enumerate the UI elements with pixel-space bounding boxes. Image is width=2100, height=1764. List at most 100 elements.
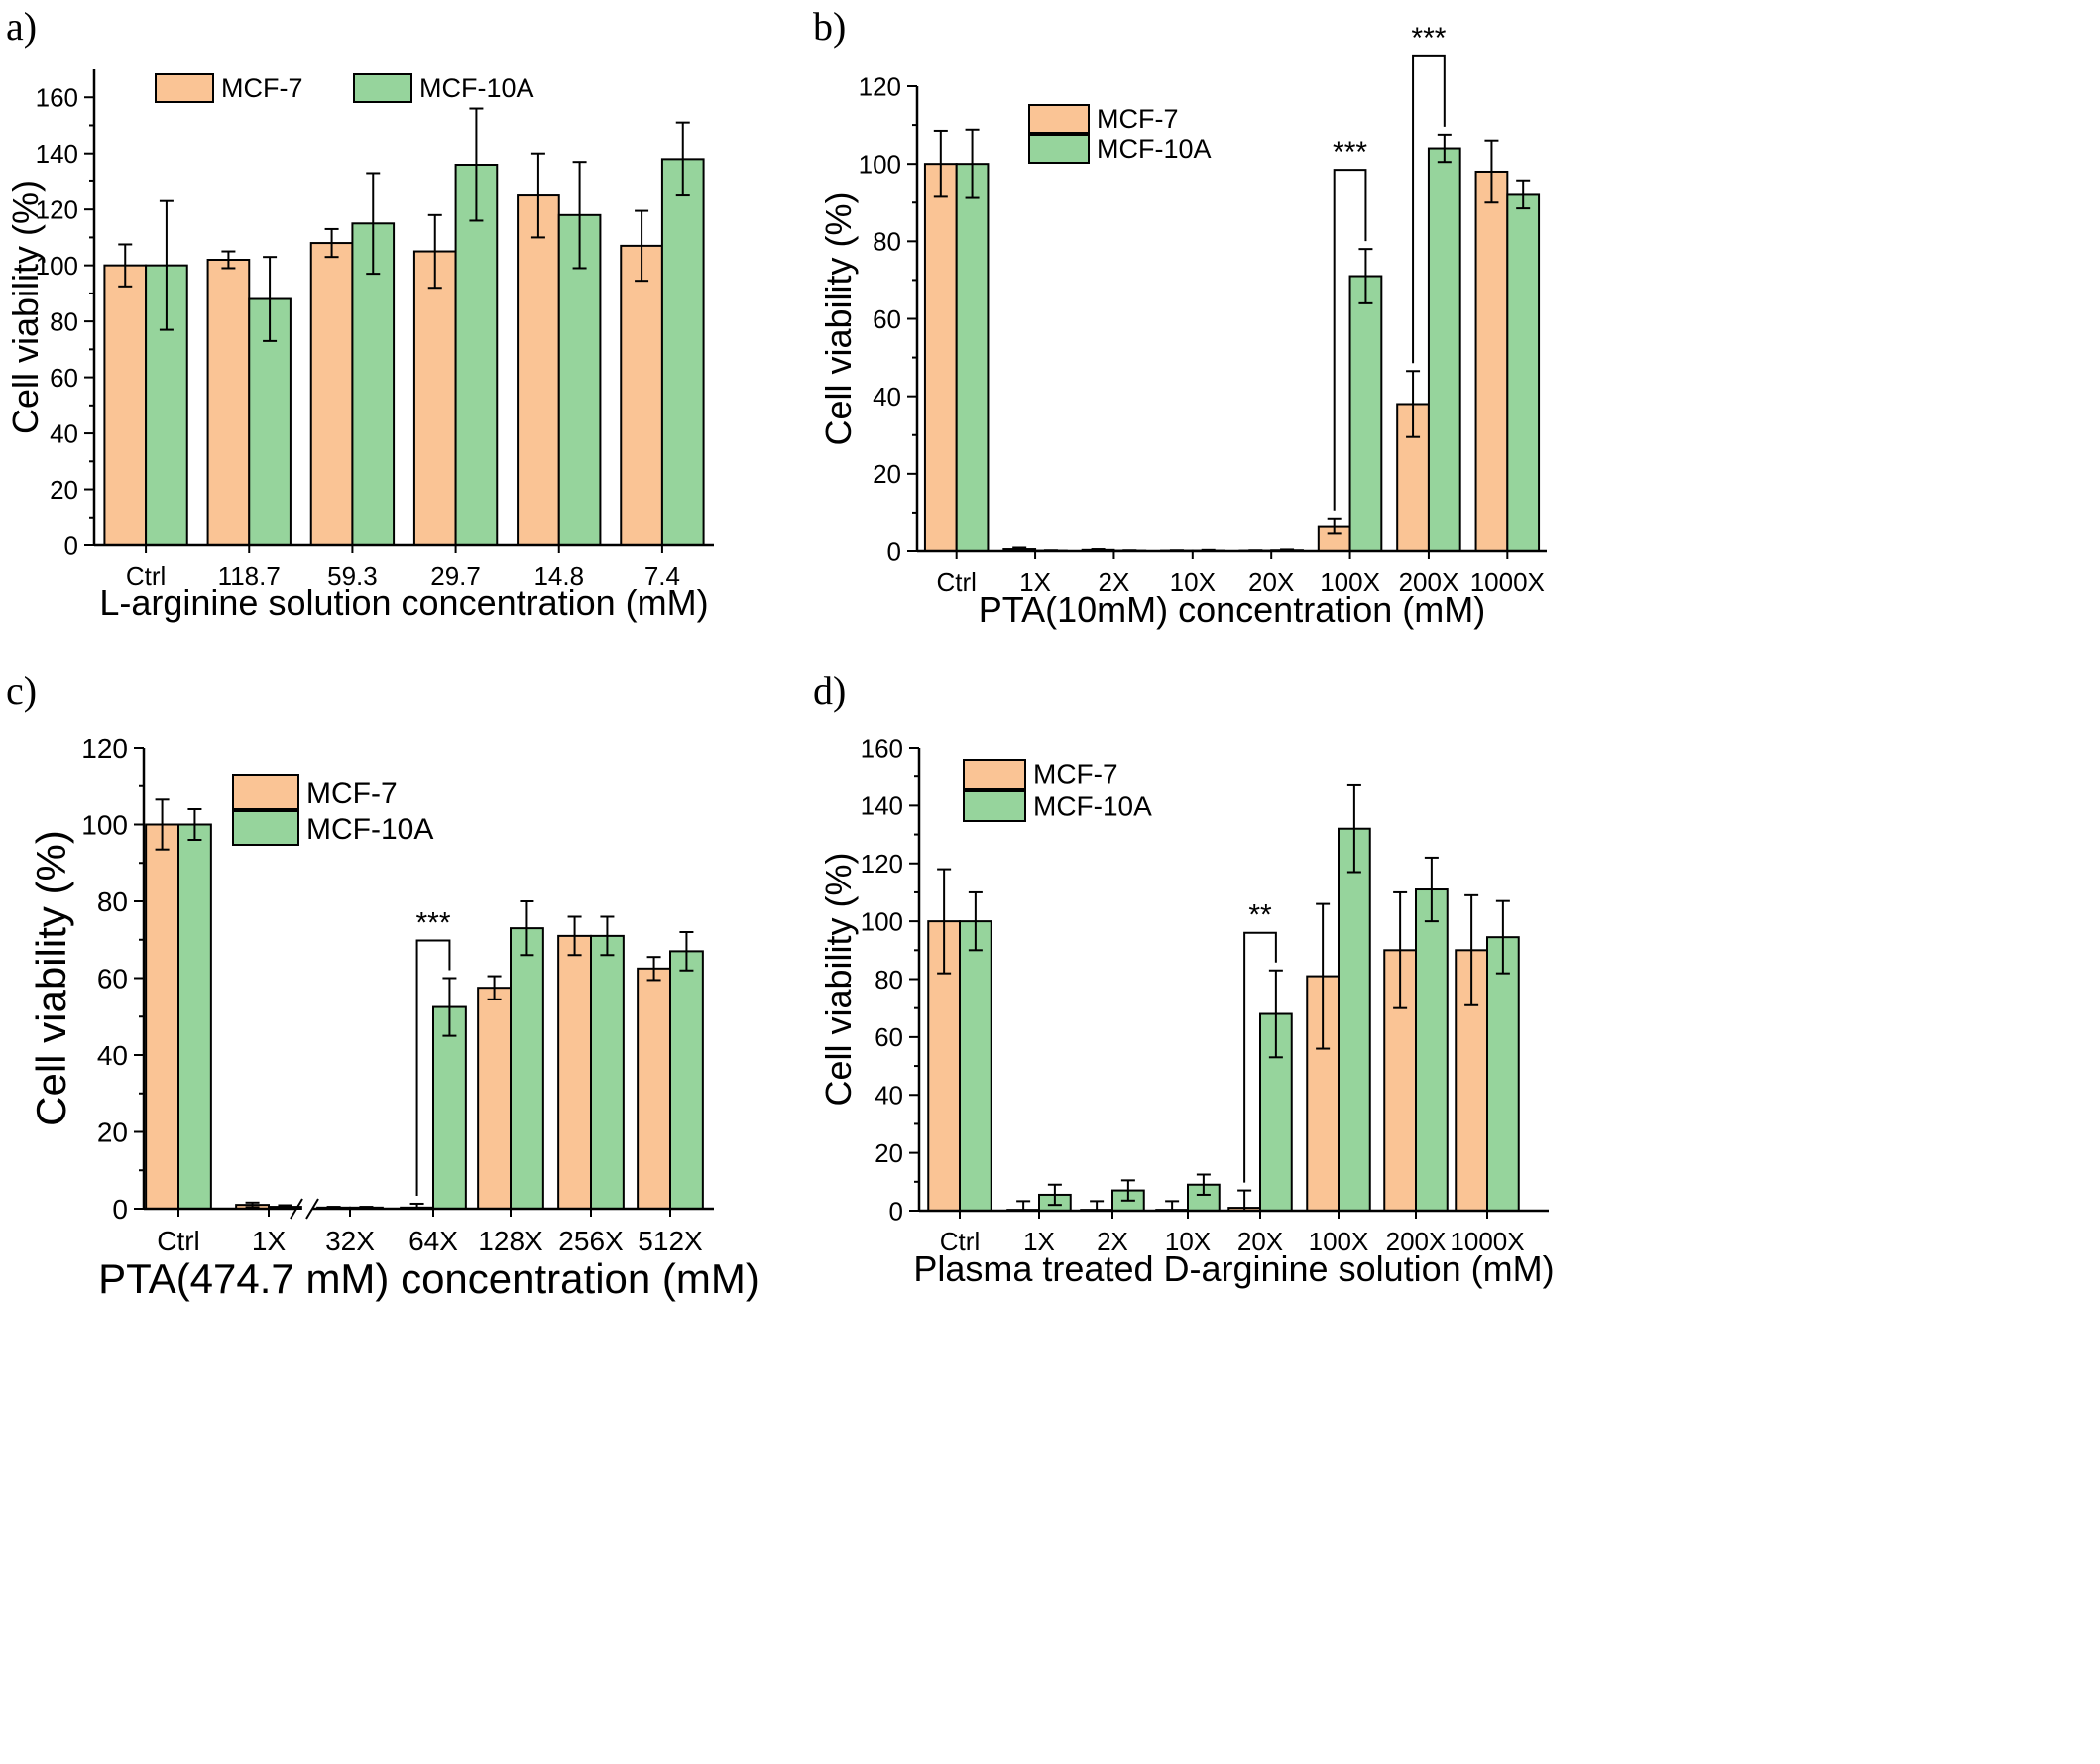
chart-panel-c: c) 0 20 40 60 80 100 120 Ctrl 1X 32X 64X 128X 256X 512… (6, 668, 759, 1302)
error-bar (530, 152, 545, 239)
x-tick-label: Ctrl (157, 1226, 200, 1256)
x-tick-label: 200X (1399, 567, 1459, 597)
error-bar (159, 199, 174, 331)
y-tick-label: 40 (875, 1081, 903, 1111)
x-tick-label: Ctrl (126, 561, 166, 591)
significance-bracket: *** (415, 907, 451, 1196)
y-axis-label: Cell viability (%) (818, 191, 859, 445)
legend-label: MCF-7 (1033, 760, 1118, 790)
error-bar (1437, 133, 1452, 164)
bar-mcf7 (206, 259, 251, 546)
error-bar (366, 172, 381, 276)
x-tick-label: Ctrl (940, 1227, 980, 1256)
error-bar (1464, 893, 1479, 1006)
x-tick-label: 14.8 (533, 561, 584, 591)
bar-mcf7 (620, 244, 663, 546)
y-axis-label: Cell viability (%) (5, 180, 46, 434)
bar-mcf7 (637, 967, 672, 1210)
legend-label: MCF-7 (221, 73, 303, 103)
bar-mcf10a (454, 164, 499, 546)
error-bar (427, 213, 442, 290)
x-tick-label: 100X (1309, 1227, 1369, 1256)
x-tick-label: 20X (1248, 567, 1294, 597)
y-tick-label: 160 (861, 733, 903, 763)
y-tick-label: 20 (873, 459, 901, 489)
y-tick-label: 20 (50, 475, 78, 505)
legend-label: MCF-10A (419, 73, 534, 103)
bar-mcf10a (1338, 827, 1371, 1212)
error-bar (487, 975, 502, 1000)
x-tick-label: 7.4 (644, 561, 680, 591)
error-bar (187, 808, 202, 841)
legend-label: MCF-10A (306, 813, 433, 846)
error-bar (1406, 370, 1421, 438)
y-tick-label: 100 (36, 251, 78, 281)
y-tick-label: 40 (97, 1040, 128, 1071)
significance-label: *** (1333, 136, 1367, 169)
significance-label: *** (1411, 22, 1446, 55)
chart-panel-a: a) 0 20 40 60 80 100 120 140 160 Ctrl 118.7 59.3 29.7… (5, 4, 714, 623)
y-tick-label: 40 (50, 418, 78, 448)
y-tick-label: 0 (887, 536, 901, 566)
bar-mcf7 (145, 823, 179, 1210)
y-tick-label: 40 (873, 382, 901, 412)
y-tick-label: 160 (36, 83, 78, 113)
error-bar (1484, 139, 1499, 204)
y-tick-label: 80 (875, 965, 903, 995)
y-axis-label: Cell viability (%) (818, 852, 859, 1106)
error-bar (221, 250, 236, 270)
y-tick-label: 60 (875, 1022, 903, 1052)
error-bar (1346, 783, 1361, 874)
legend-swatch (232, 774, 299, 810)
y-tick-label: 0 (889, 1196, 903, 1226)
bar-mcf10a (1348, 275, 1383, 552)
error-bar (1047, 1183, 1062, 1207)
bar-mcf10a (590, 934, 625, 1210)
y-tick-label: 120 (861, 849, 903, 879)
bar-mcf10a (432, 1005, 467, 1210)
error-bar (1268, 969, 1283, 1059)
y-tick-label: 80 (97, 886, 128, 917)
bar-mcf10a (1427, 147, 1461, 553)
significance-bracket: ** (1243, 899, 1277, 1183)
error-bar (1327, 517, 1342, 535)
bar-mcf7 (309, 242, 354, 546)
y-tick-label: 80 (873, 227, 901, 257)
y-tick-label: 140 (36, 139, 78, 169)
chart-panel-b: b) 0 20 40 60 80 100 120 Ctrl 1X 2X 10X 20X 100X 200X 1… (813, 4, 1547, 630)
legend-swatch (963, 790, 1026, 822)
x-tick-label: Ctrl (936, 567, 976, 597)
error-bar (118, 243, 133, 288)
y-axis-label: Cell viability (%) (28, 830, 74, 1126)
y-tick-label: 100 (861, 906, 903, 936)
x-tick-label: 1X (252, 1226, 287, 1256)
axis-break-mark (290, 1198, 319, 1220)
error-bar (968, 890, 983, 952)
significance-bracket: *** (1333, 136, 1367, 511)
y-tick-label: 120 (81, 733, 128, 764)
bar-mcf7 (923, 163, 958, 553)
x-tick-label: 32X (325, 1226, 375, 1256)
error-bar (442, 977, 457, 1037)
bar-mcf7 (517, 194, 560, 546)
legend: MCF-7 MCF-10A (155, 73, 534, 103)
legend-label: MCF-10A (1097, 134, 1212, 164)
legend-swatch (232, 810, 299, 846)
error-bar (965, 128, 980, 199)
error-bar (675, 121, 690, 197)
panel-label: c) (6, 668, 37, 713)
x-axis-label: L-arginine solution concentration (mM) (99, 582, 708, 623)
bar-mcf10a (177, 823, 212, 1210)
x-axis-label: PTA(10mM) concentration (mM) (979, 589, 1485, 630)
bar-mcf7 (412, 250, 457, 546)
error-bar (933, 129, 948, 198)
error-bar (1120, 1179, 1135, 1202)
error-bar (1424, 856, 1439, 923)
chart-panel-d: d) 0 20 40 60 80 100 120 140 160 Ctrl 1X 2X 10X 20X 100… (813, 668, 1555, 1289)
x-tick-label: 1000X (1450, 1227, 1524, 1256)
error-bar (1516, 179, 1531, 210)
bar-mcf7 (557, 934, 593, 1210)
